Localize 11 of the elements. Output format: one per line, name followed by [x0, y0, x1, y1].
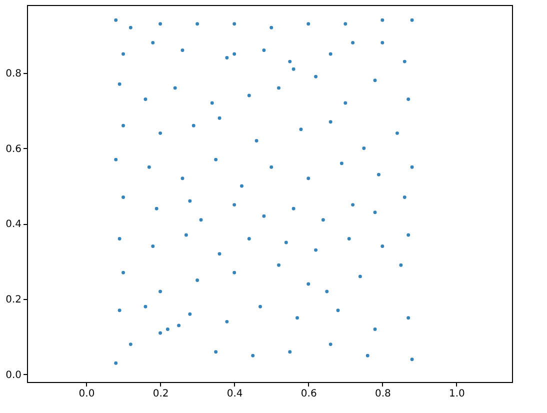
y-tick-label: 0.6: [6, 144, 22, 155]
x-tick-label: 0.6: [300, 388, 317, 400]
y-tick-label: 0.2: [6, 294, 22, 306]
y-tick-label: 0.0: [6, 370, 22, 381]
x-tick-label: 0.4: [226, 388, 243, 400]
y-tick-label: 0.4: [6, 219, 22, 230]
x-tick-label: 0.8: [374, 388, 391, 400]
x-tick-label: 0.0: [78, 388, 95, 400]
x-tick-label: 0.2: [152, 388, 169, 400]
x-tick-label: 1.0: [449, 388, 465, 400]
y-tick-label: 0.8: [6, 68, 22, 80]
